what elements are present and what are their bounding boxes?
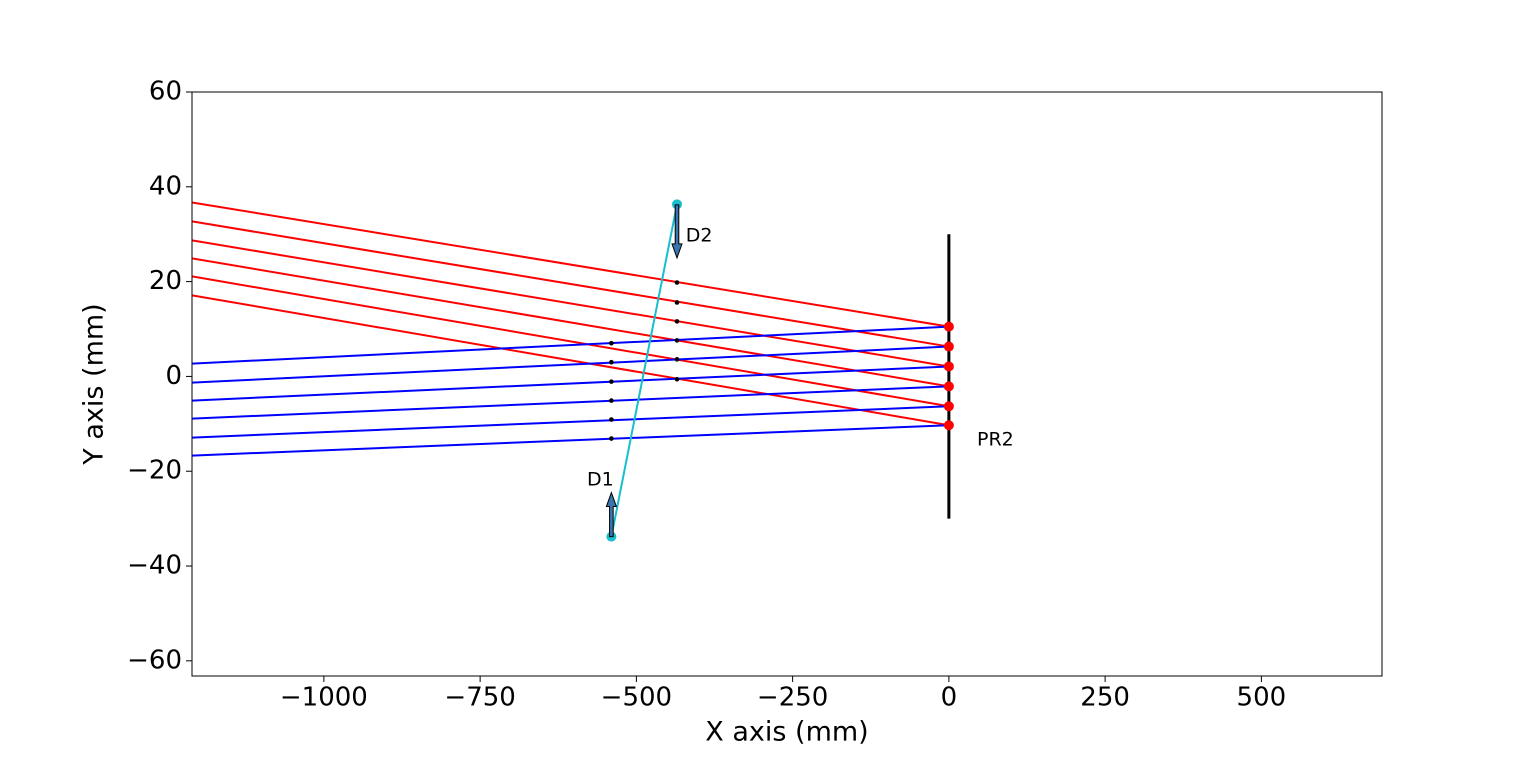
point [674, 319, 680, 324]
x-tick-label: −750 [444, 683, 515, 713]
series-line [192, 294, 950, 427]
y-axis-label: Y axis (mm) [79, 303, 110, 465]
x-tick-label: 0 [941, 683, 958, 713]
y-tick-label: 40 [149, 171, 182, 201]
point [943, 341, 954, 352]
annotation: D2 [686, 225, 713, 247]
series-line [610, 204, 678, 537]
y-tick-label: −20 [127, 456, 182, 486]
point [674, 338, 680, 343]
plot-area [192, 199, 954, 542]
y-tick-label: −40 [127, 551, 182, 581]
y-tick-label: 60 [149, 77, 182, 107]
x-tick-label: −500 [601, 683, 672, 713]
arrow [605, 491, 618, 538]
point [943, 420, 954, 431]
series-line [192, 325, 949, 365]
axes-frame [191, 91, 1383, 677]
y-tick-label: 20 [149, 266, 182, 296]
point [674, 300, 680, 305]
point [609, 340, 614, 346]
x-tick-label: −250 [757, 683, 828, 713]
annotation: D1 [587, 468, 614, 490]
point [943, 401, 954, 412]
point [943, 321, 954, 332]
point [609, 417, 614, 422]
series-line [192, 239, 950, 368]
annotation: PR2 [977, 428, 1014, 450]
point [674, 357, 680, 362]
point [943, 361, 954, 372]
point [674, 376, 680, 382]
series-line [192, 345, 949, 384]
point [674, 280, 680, 285]
series-line [192, 257, 950, 388]
series-line [192, 405, 949, 439]
series-line [192, 220, 950, 348]
point [943, 381, 954, 392]
series-line [192, 201, 950, 328]
arrow [671, 204, 683, 260]
x-tick-label: 250 [1080, 683, 1130, 713]
x-tick-label: 500 [1237, 683, 1287, 713]
point [609, 436, 614, 441]
point [609, 398, 614, 403]
point [609, 359, 614, 365]
series-line [192, 365, 949, 402]
y-tick-label: 0 [165, 361, 182, 391]
point [609, 379, 614, 384]
x-axis-label: X axis (mm) [705, 717, 868, 748]
series-line [192, 424, 949, 457]
x-tick-label: −1000 [280, 683, 368, 713]
series-line [192, 385, 949, 420]
y-tick-label: −60 [127, 645, 182, 675]
series-line [192, 275, 950, 408]
